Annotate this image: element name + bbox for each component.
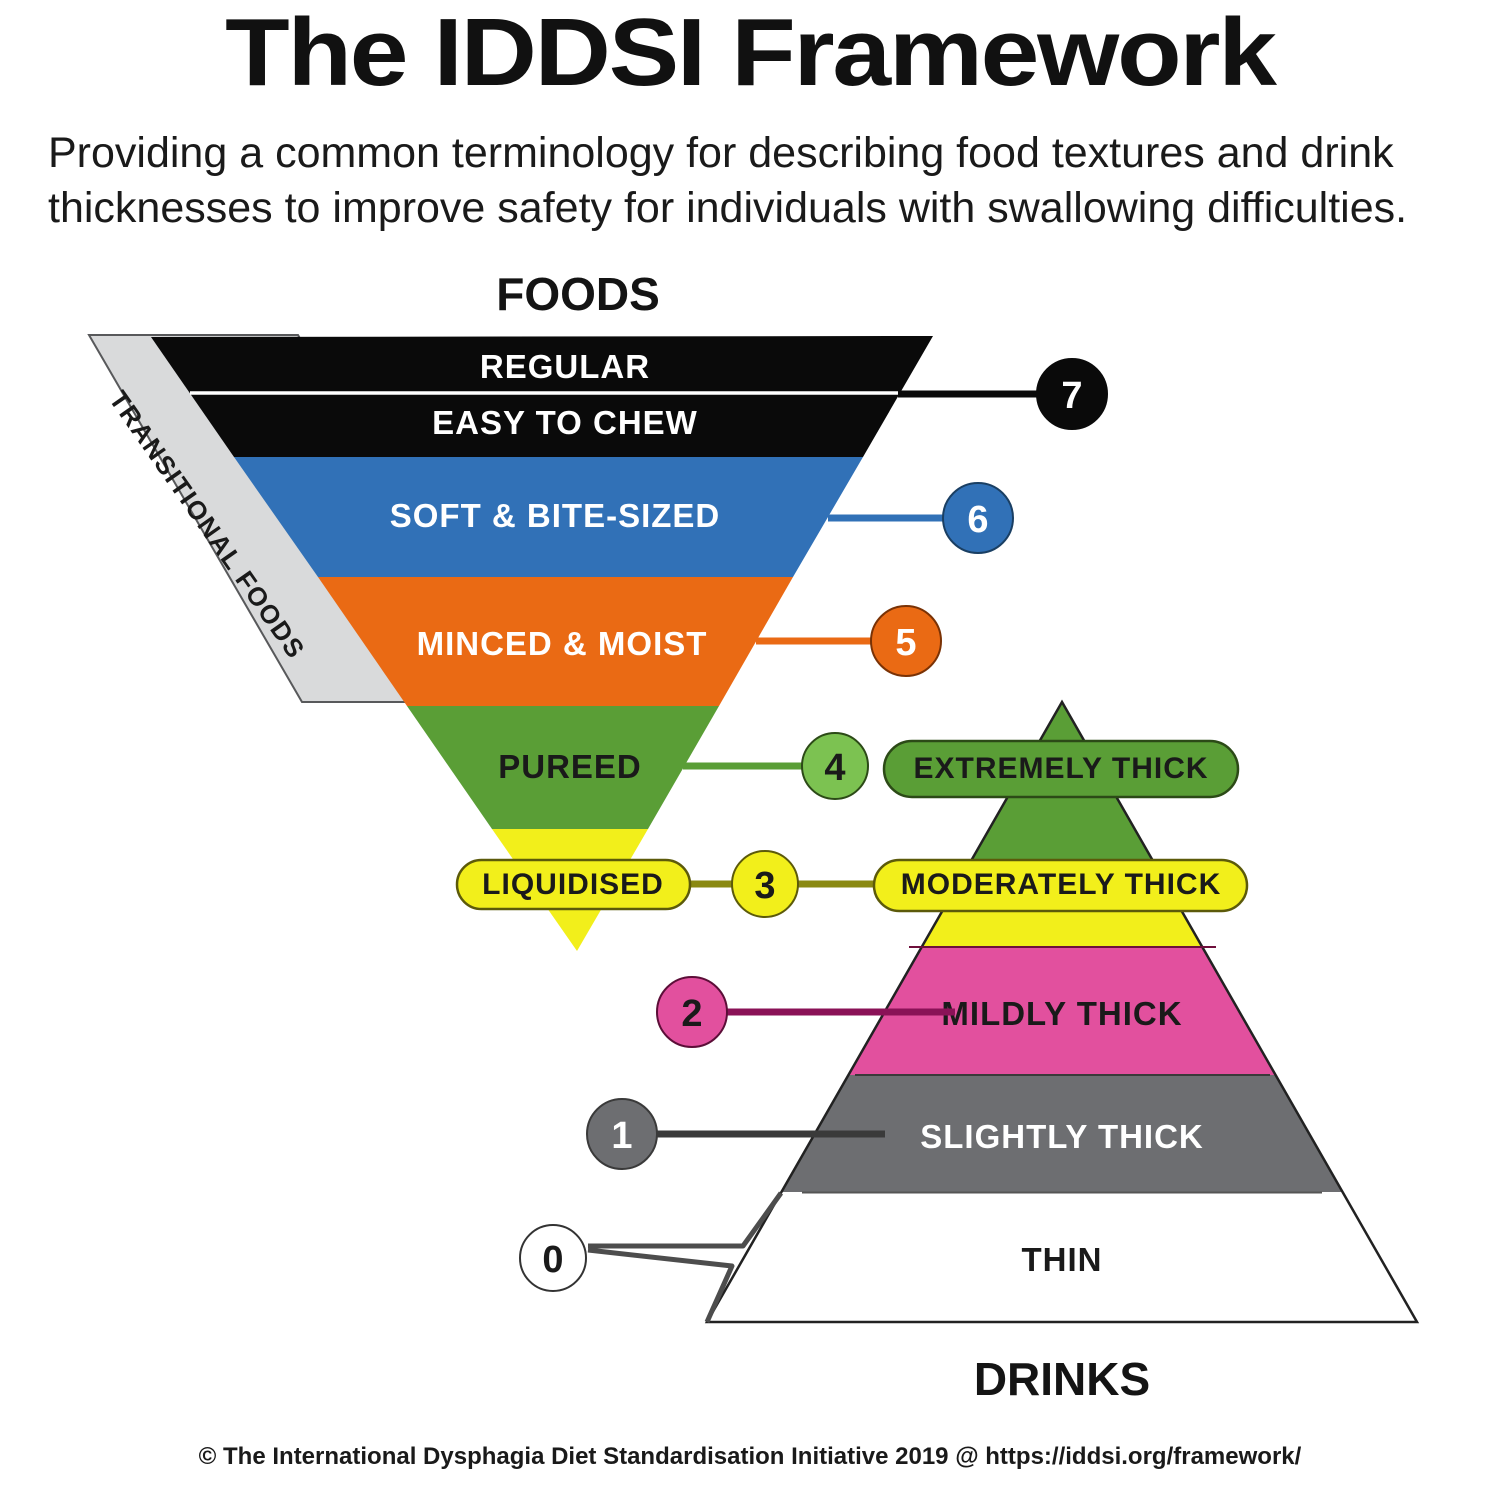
- svg-text:EXTREMELY THICK: EXTREMELY THICK: [913, 752, 1208, 785]
- svg-text:7: 7: [1061, 375, 1082, 417]
- svg-text:SOFT & BITE-SIZED: SOFT & BITE-SIZED: [390, 497, 721, 534]
- svg-text:EASY TO CHEW: EASY TO CHEW: [432, 404, 698, 441]
- svg-text:PUREED: PUREED: [498, 748, 642, 785]
- svg-text:6: 6: [967, 499, 988, 541]
- svg-text:0: 0: [542, 1239, 563, 1281]
- svg-text:3: 3: [754, 865, 775, 907]
- svg-text:4: 4: [824, 747, 845, 789]
- svg-text:2: 2: [681, 993, 702, 1035]
- svg-text:REGULAR: REGULAR: [480, 348, 650, 385]
- svg-text:MINCED & MOIST: MINCED & MOIST: [417, 625, 708, 662]
- svg-text:5: 5: [895, 622, 916, 664]
- svg-text:MODERATELY THICK: MODERATELY THICK: [901, 868, 1221, 901]
- svg-text:DRINKS: DRINKS: [974, 1353, 1150, 1405]
- svg-text:FOODS: FOODS: [496, 268, 660, 320]
- svg-text:MILDLY THICK: MILDLY THICK: [941, 995, 1182, 1032]
- svg-text:1: 1: [611, 1115, 632, 1157]
- svg-text:LIQUIDISED: LIQUIDISED: [482, 868, 664, 901]
- svg-text:THIN: THIN: [1022, 1241, 1103, 1278]
- svg-text:SLIGHTLY THICK: SLIGHTLY THICK: [920, 1118, 1204, 1155]
